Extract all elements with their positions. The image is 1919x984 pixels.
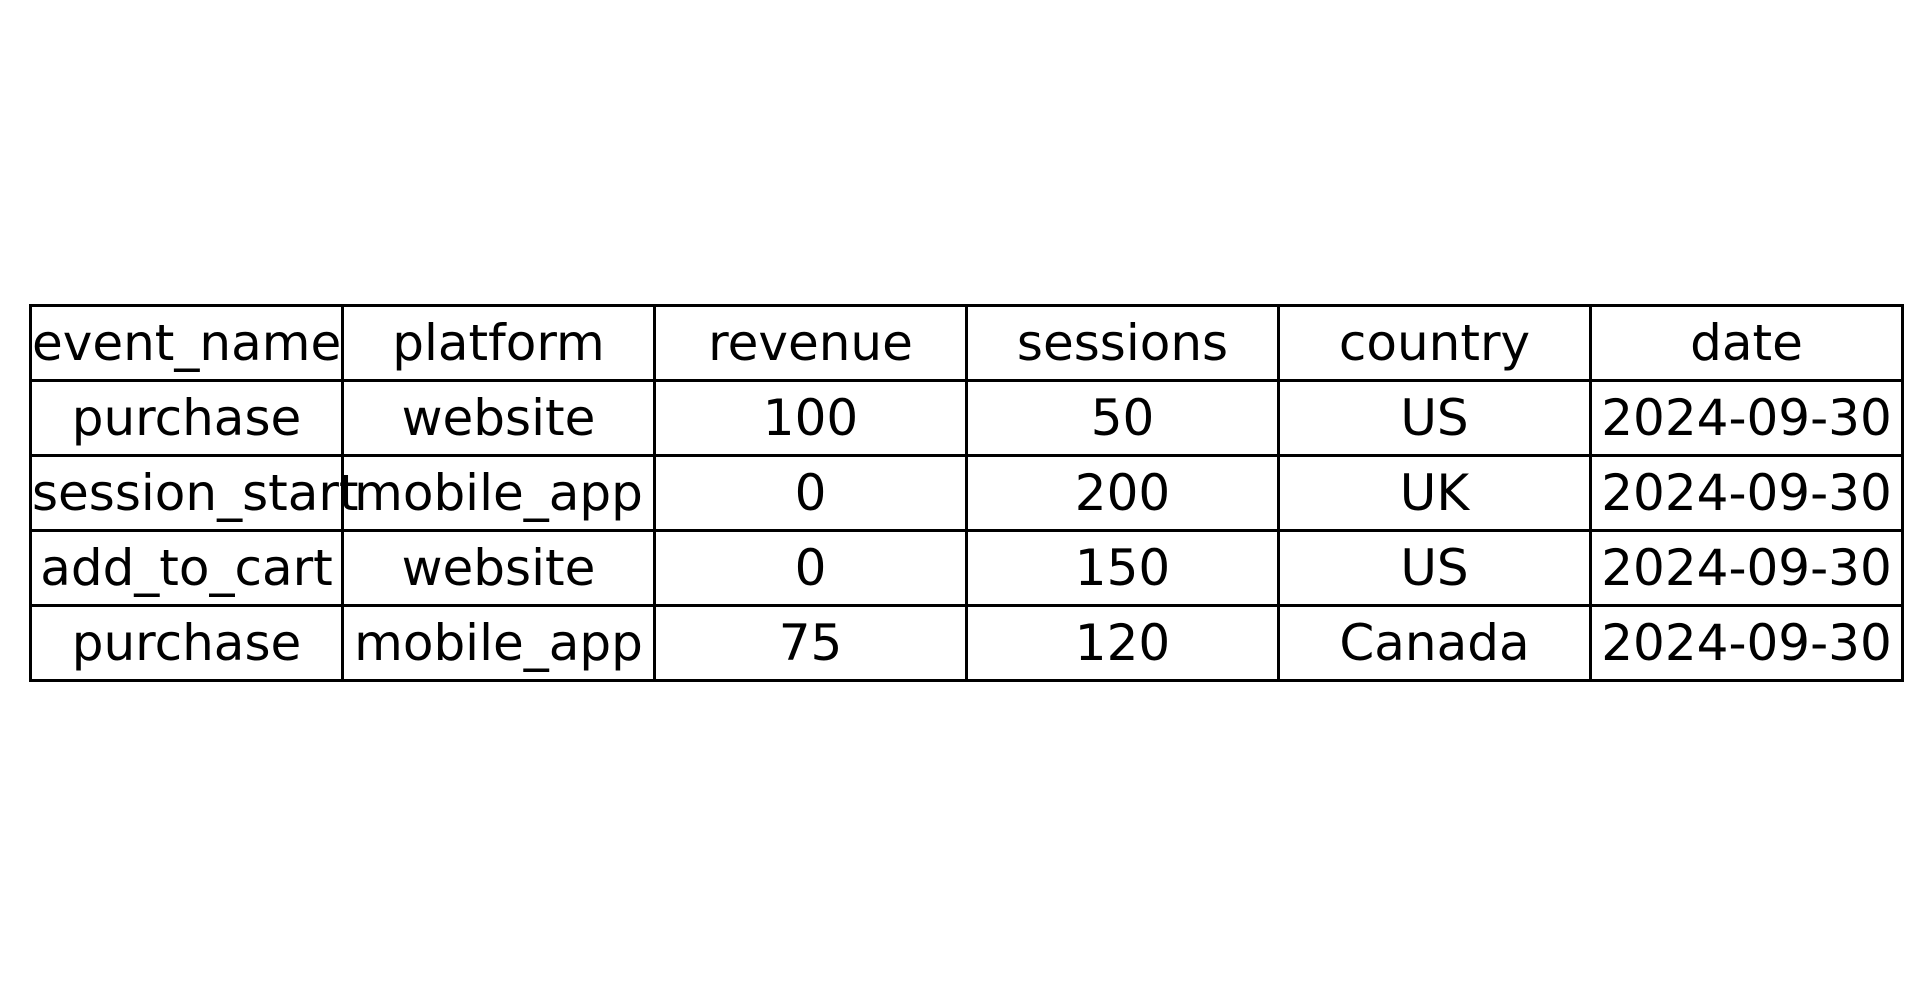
cell-date: 2024-09-30	[1589, 379, 1904, 457]
cell-revenue: 75	[653, 604, 968, 682]
column-header-revenue: revenue	[653, 304, 968, 382]
table-row: session_start mobile_app 0 200 UK 2024-0…	[29, 454, 1904, 532]
cell-country: US	[1277, 529, 1592, 607]
table-row: purchase mobile_app 75 120 Canada 2024-0…	[29, 604, 1904, 682]
column-header-country: country	[1277, 304, 1592, 382]
data-table-container: event_name platform revenue sessions cou…	[29, 304, 1904, 682]
cell-country: Canada	[1277, 604, 1592, 682]
cell-event-name: session_start	[29, 454, 359, 532]
cell-sessions: 50	[965, 379, 1280, 457]
cell-revenue: 0	[653, 529, 968, 607]
cell-sessions: 120	[965, 604, 1280, 682]
cell-country: US	[1277, 379, 1592, 457]
table-row: add_to_cart website 0 150 US 2024-09-30	[29, 529, 1904, 607]
cell-date: 2024-09-30	[1589, 529, 1904, 607]
column-header-sessions: sessions	[965, 304, 1280, 382]
cell-date: 2024-09-30	[1589, 454, 1904, 532]
table-row: purchase website 100 50 US 2024-09-30	[29, 379, 1904, 457]
cell-platform: website	[341, 379, 656, 457]
cell-event-name: purchase	[29, 604, 344, 682]
cell-revenue: 0	[653, 454, 968, 532]
cell-platform: mobile_app	[341, 604, 656, 682]
cell-platform: website	[341, 529, 656, 607]
column-header-platform: platform	[341, 304, 656, 382]
cell-sessions: 150	[965, 529, 1280, 607]
cell-event-name: add_to_cart	[29, 529, 344, 607]
column-header-event-name: event_name	[29, 304, 344, 382]
cell-date: 2024-09-30	[1589, 604, 1904, 682]
cell-country: UK	[1277, 454, 1592, 532]
cell-revenue: 100	[653, 379, 968, 457]
data-table: event_name platform revenue sessions cou…	[29, 304, 1904, 682]
table-header-row: event_name platform revenue sessions cou…	[29, 304, 1904, 382]
cell-sessions: 200	[965, 454, 1280, 532]
cell-platform: mobile_app	[341, 454, 656, 532]
cell-event-name: purchase	[29, 379, 344, 457]
column-header-date: date	[1589, 304, 1904, 382]
